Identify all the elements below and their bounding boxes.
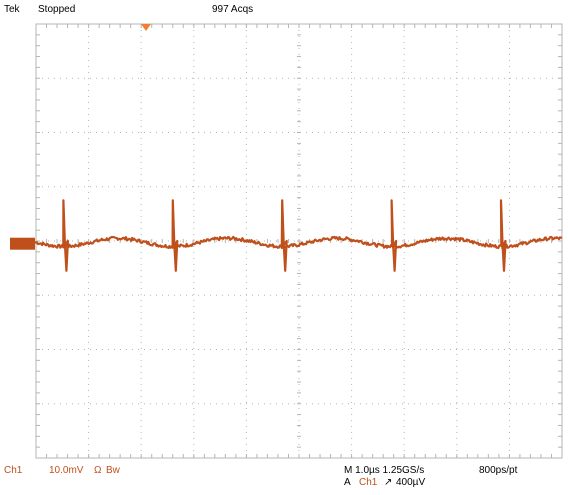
vertical-scale: 10.0mV (49, 465, 84, 476)
run-state-label: Stopped (38, 4, 76, 15)
graticule (35, 23, 563, 459)
status-header: Tek Stopped 997 Acqs (0, 0, 568, 22)
channel-label: Ch1 (4, 465, 23, 476)
trigger-level: 400µV (396, 477, 426, 488)
trigger-position-marker (141, 24, 151, 31)
status-footer: Ch1 10.0mV Ω Bw M 1.0µs 1.25GS/s 800ps/p… (0, 462, 568, 495)
record-resolution: 800ps/pt (479, 465, 518, 476)
channel-1-trace (9, 199, 563, 272)
timebase-label: M 1.0µs 1.25GS/s (344, 465, 425, 476)
bandwidth-limit: Bw (106, 465, 120, 476)
trigger-mode: A (344, 477, 351, 488)
brand-label: Tek (4, 4, 20, 15)
impedance-symbol: Ω (94, 465, 102, 476)
trigger-slope-icon: ↗ (384, 477, 393, 488)
channel-1-ground-marker (10, 237, 35, 250)
acquisition-count: 997 Acqs (212, 4, 254, 15)
trigger-source: Ch1 (359, 477, 378, 488)
